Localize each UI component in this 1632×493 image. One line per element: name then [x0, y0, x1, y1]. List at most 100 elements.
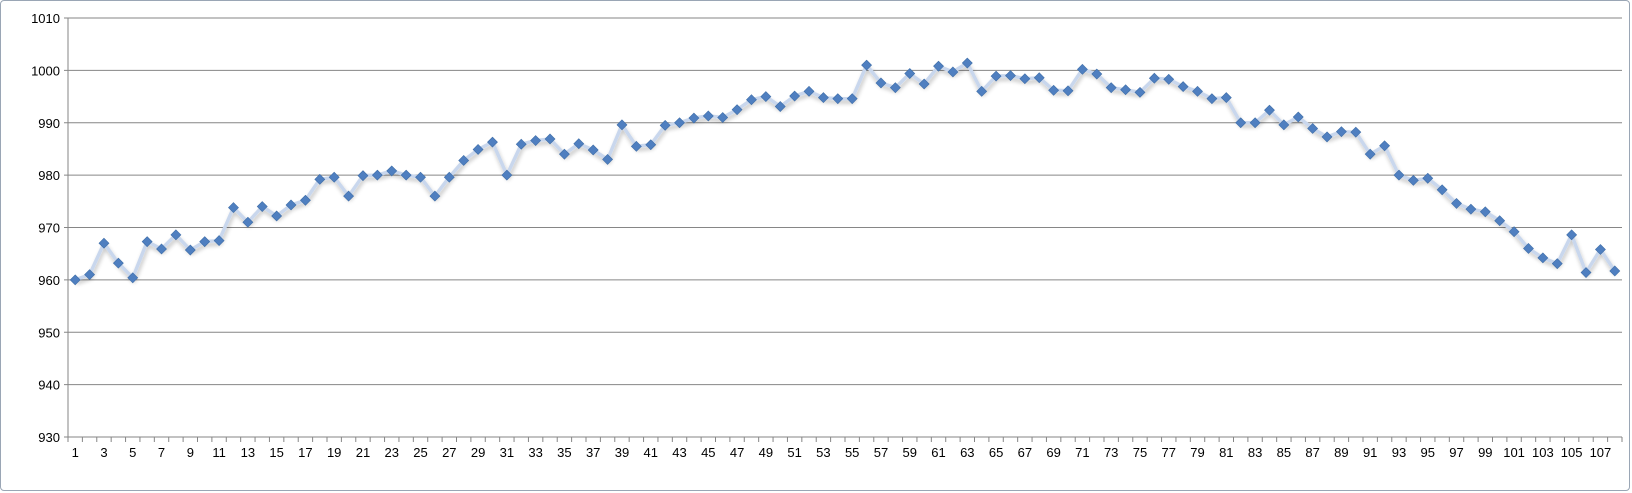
data-point [990, 70, 1002, 82]
data-point [1566, 229, 1578, 241]
data-point [602, 153, 614, 165]
data-point [817, 92, 829, 104]
data-point [400, 169, 412, 181]
data-point [69, 274, 81, 286]
x-tick-label: 49 [759, 445, 773, 460]
x-tick-label: 75 [1133, 445, 1147, 460]
axes [67, 18, 1623, 442]
data-point [1278, 119, 1290, 131]
data-point [1048, 84, 1060, 96]
x-tick-label: 87 [1305, 445, 1319, 460]
x-tick-label: 99 [1478, 445, 1492, 460]
data-point [1249, 117, 1261, 129]
data-point [170, 229, 182, 241]
data-point [875, 77, 887, 89]
data-point [760, 91, 772, 102]
x-tick-label: 29 [471, 445, 485, 460]
x-tick-label: 65 [989, 445, 1003, 460]
x-tick-label: 55 [845, 445, 859, 460]
data-point [184, 244, 196, 256]
x-tick-label: 33 [528, 445, 542, 460]
x-tick-label: 51 [787, 445, 801, 460]
data-point [688, 112, 700, 124]
data-point [861, 59, 873, 71]
x-tick-label: 21 [356, 445, 370, 460]
data-point [1177, 81, 1189, 93]
data-point [242, 216, 254, 228]
x-tick-label: 73 [1104, 445, 1118, 460]
y-tick-label: 970 [38, 221, 60, 236]
x-tick-label: 1 [72, 445, 79, 460]
data-point [1062, 85, 1074, 97]
data-point [1364, 148, 1376, 160]
y-tick-label: 1000 [31, 63, 60, 78]
data-point [717, 112, 729, 123]
x-tick-labels: 1 3 5 7 9 11 13 15 17 19 21 23 25 27 29 31 33 35 37 39 41 43 4… [72, 445, 1612, 460]
data-point [1479, 206, 1491, 218]
data-point [659, 119, 671, 131]
data-point [386, 165, 398, 177]
x-tick-label: 107 [1590, 445, 1612, 460]
x-tick-label: 63 [960, 445, 974, 460]
x-tick-label: 37 [586, 445, 600, 460]
data-point [472, 144, 484, 155]
y-tick-label: 950 [38, 325, 60, 340]
data-point [1134, 86, 1146, 98]
data-point [285, 199, 297, 211]
data-point [127, 272, 139, 284]
data-point [256, 201, 268, 212]
x-tick-label: 93 [1392, 445, 1406, 460]
data-point [1321, 131, 1333, 143]
data-point [1105, 82, 1117, 94]
data-point [1465, 203, 1477, 215]
data-point [1508, 226, 1520, 238]
data-point [1091, 68, 1103, 80]
data-point [774, 101, 786, 112]
data-point [630, 140, 642, 152]
data-point [1235, 117, 1247, 129]
data-point [98, 237, 110, 249]
data-point [1537, 252, 1549, 264]
data-point [645, 139, 657, 151]
data-point [1120, 84, 1132, 96]
data-point [1494, 215, 1506, 227]
data-point [961, 57, 973, 69]
data-point [1148, 72, 1160, 84]
x-tick-label: 85 [1277, 445, 1291, 460]
y-tick-labels: 930 940 950 960 970 980 990 1000 1010 [31, 11, 60, 445]
data-point [702, 110, 714, 122]
x-tick-label: 53 [816, 445, 830, 460]
data-point [228, 202, 239, 214]
x-tick-label: 89 [1334, 445, 1348, 460]
x-tick-label: 105 [1561, 445, 1583, 460]
x-tick-label: 83 [1248, 445, 1262, 460]
data-point [947, 66, 959, 78]
data-point [976, 85, 988, 97]
x-tick-label: 11 [212, 445, 226, 460]
data-point [1206, 93, 1218, 105]
data-point [314, 173, 326, 185]
data-point [1076, 63, 1088, 75]
data-point [558, 148, 570, 160]
data-point [1451, 197, 1462, 209]
x-tick-label: 61 [931, 445, 945, 460]
data-point [1609, 265, 1621, 277]
data-point [371, 169, 383, 181]
x-tick-label: 17 [298, 445, 312, 460]
data-point [803, 85, 815, 97]
gridlines [64, 17, 1622, 438]
data-point [846, 93, 858, 105]
data-point [1163, 73, 1175, 85]
y-tick-label: 980 [38, 168, 60, 183]
data-point [501, 169, 513, 181]
x-tick-label: 57 [874, 445, 888, 460]
data-point [458, 155, 470, 166]
x-tick-label: 67 [1018, 445, 1032, 460]
x-tick-label: 7 [158, 445, 165, 460]
data-point [271, 210, 283, 222]
x-tick-label: 5 [129, 445, 136, 460]
data-point [1379, 140, 1391, 152]
data-point [357, 170, 369, 182]
data-point [904, 68, 916, 79]
